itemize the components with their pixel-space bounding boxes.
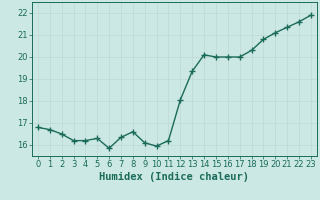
X-axis label: Humidex (Indice chaleur): Humidex (Indice chaleur) xyxy=(100,172,249,182)
